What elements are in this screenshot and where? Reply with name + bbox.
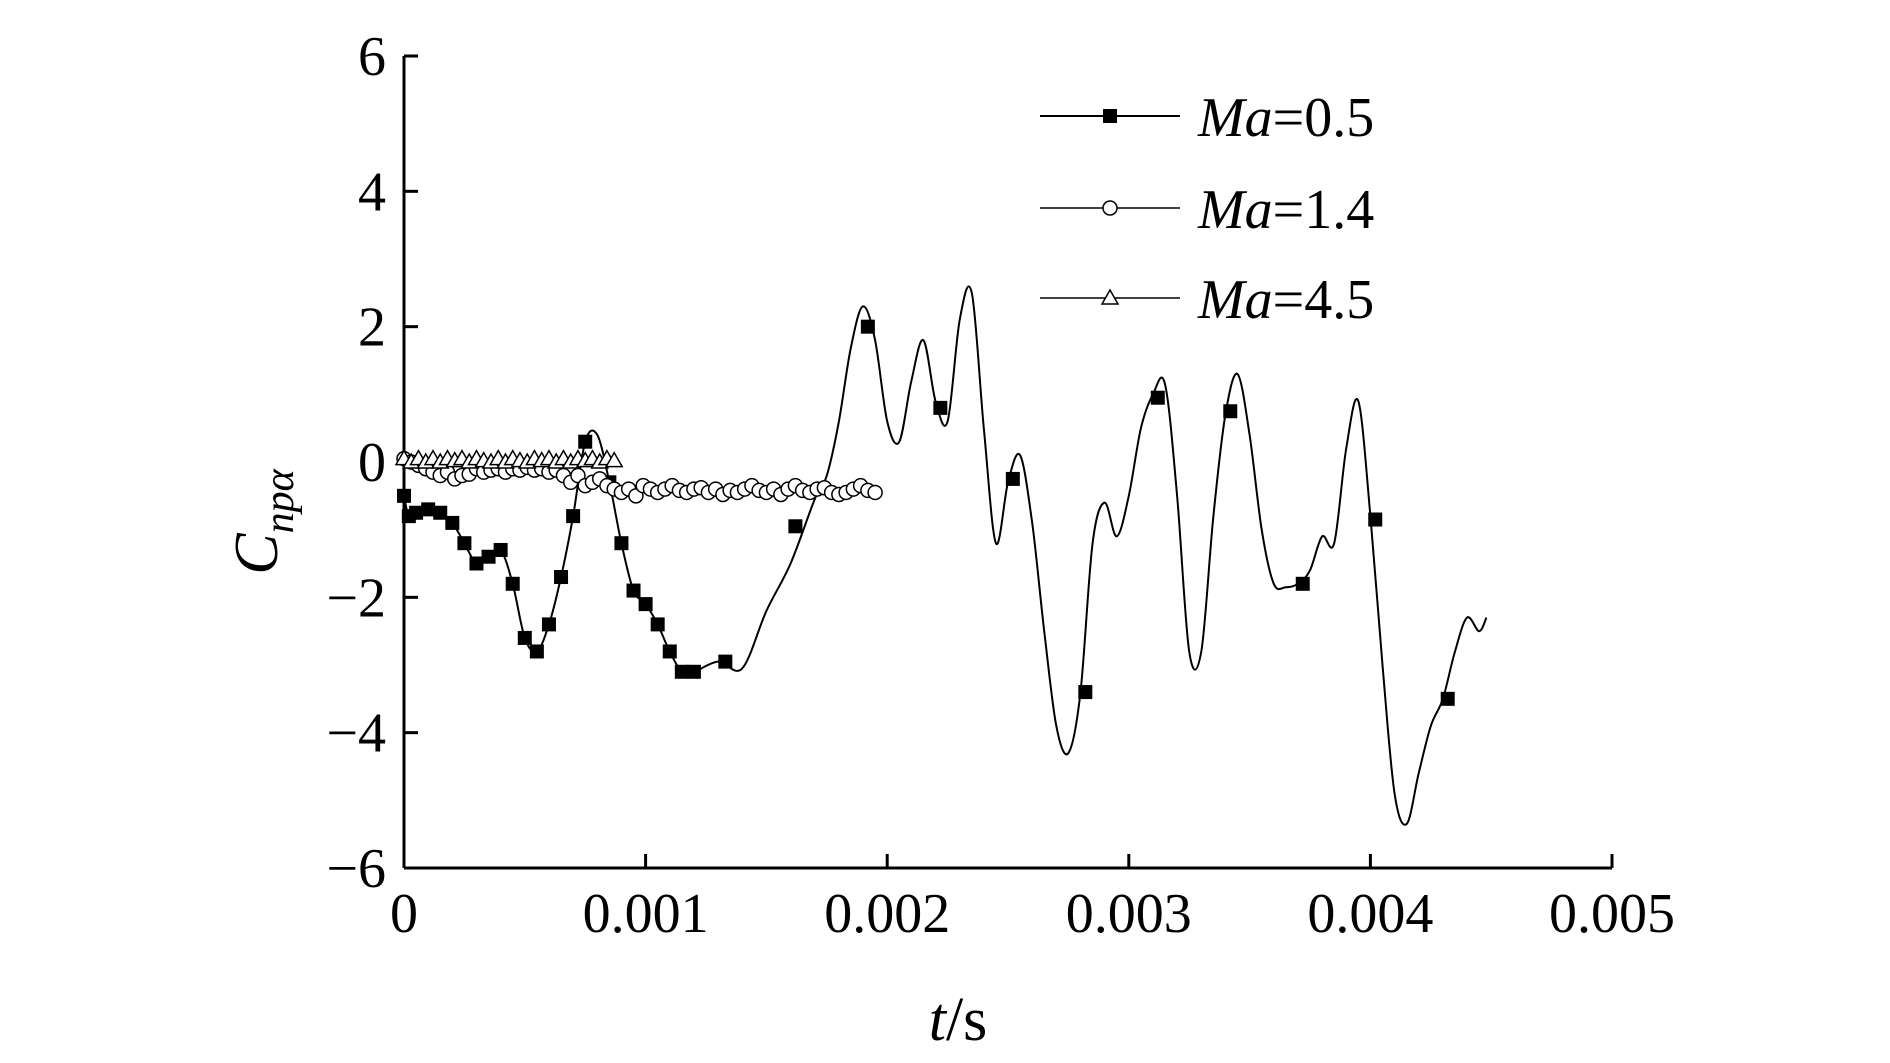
data-point bbox=[566, 509, 581, 524]
data-point bbox=[1440, 691, 1455, 706]
data-point bbox=[1295, 576, 1310, 591]
data-point bbox=[481, 549, 496, 564]
y-axis-label: Cnpα bbox=[223, 468, 303, 574]
data-point bbox=[1005, 471, 1020, 486]
series bbox=[394, 285, 1488, 826]
data-point bbox=[788, 519, 803, 534]
data-point bbox=[860, 319, 875, 334]
data-point bbox=[1150, 390, 1165, 405]
data-point bbox=[493, 542, 508, 557]
x-tick-label: 0.005 bbox=[1549, 883, 1675, 945]
legend-marker bbox=[1100, 288, 1120, 305]
data-point bbox=[638, 597, 653, 612]
data-point bbox=[409, 505, 424, 520]
data-point bbox=[529, 644, 544, 659]
data-point bbox=[686, 664, 701, 679]
data-point bbox=[626, 583, 641, 598]
x-tick-label: 0.004 bbox=[1307, 883, 1433, 945]
data-point bbox=[469, 556, 484, 571]
data-point bbox=[541, 617, 556, 632]
data-point bbox=[1078, 685, 1093, 700]
y-tick-label: −6 bbox=[326, 838, 386, 900]
legend-label: Ma=0.5 bbox=[1197, 87, 1374, 149]
y-tick-label: 2 bbox=[358, 297, 386, 359]
legend-label: Ma=4.5 bbox=[1197, 269, 1374, 331]
data-point bbox=[867, 484, 883, 501]
data-point bbox=[578, 434, 593, 449]
y-tick-label: 4 bbox=[358, 161, 386, 223]
y-tick-label: −2 bbox=[326, 567, 386, 629]
y-tick-label: 6 bbox=[358, 26, 386, 88]
legend-item: Ma=1.4 bbox=[1040, 179, 1374, 241]
data-point bbox=[505, 576, 520, 591]
legend-label-var: Ma bbox=[1197, 87, 1273, 149]
legend-marker bbox=[1103, 109, 1117, 123]
legend-label: Ma=1.4 bbox=[1197, 179, 1374, 241]
ticks: 0 0.001 0.002 0.003 0.004 0.005 −6 −4 −2 0 2 4 6 bbox=[326, 26, 1675, 945]
x-axis-label-var: t bbox=[929, 986, 948, 1054]
data-point bbox=[457, 536, 472, 551]
legend-item: Ma=0.5 bbox=[1040, 87, 1374, 149]
legend-label-value: =4.5 bbox=[1273, 269, 1375, 331]
legend: Ma=0.5Ma=1.4Ma=4.5 bbox=[1040, 87, 1374, 331]
y-axis-label-var: C bbox=[223, 533, 291, 575]
legend-marker bbox=[1102, 200, 1118, 216]
legend-item: Ma=4.5 bbox=[1040, 269, 1374, 331]
series-filled-square bbox=[397, 285, 1488, 826]
data-point bbox=[650, 617, 665, 632]
data-point bbox=[604, 451, 624, 468]
data-point bbox=[554, 570, 569, 585]
y-axis-label-subscript: npα bbox=[257, 468, 303, 533]
y-tick-label: 0 bbox=[358, 432, 386, 494]
data-point bbox=[421, 502, 436, 517]
data-point bbox=[1223, 404, 1238, 419]
x-axis-label-unit: /s bbox=[946, 986, 987, 1054]
legend-label-var: Ma bbox=[1197, 269, 1273, 331]
data-point bbox=[433, 505, 448, 520]
data-point bbox=[674, 664, 689, 679]
data-point bbox=[1368, 512, 1383, 527]
legend-label-var: Ma bbox=[1197, 179, 1273, 241]
legend-label-value: =1.4 bbox=[1273, 179, 1375, 241]
data-point bbox=[517, 630, 532, 645]
data-point bbox=[933, 400, 948, 415]
data-point bbox=[445, 515, 460, 530]
x-tick-label: 0.003 bbox=[1066, 883, 1192, 945]
x-axis-label: t/s bbox=[929, 986, 988, 1054]
x-tick-label: 0 bbox=[390, 883, 418, 945]
data-point bbox=[718, 654, 733, 669]
series-open-triangle bbox=[394, 449, 624, 469]
legend-label-value: =0.5 bbox=[1273, 87, 1375, 149]
x-tick-label: 0.002 bbox=[824, 883, 950, 945]
x-tick-label: 0.001 bbox=[583, 883, 709, 945]
data-point bbox=[662, 644, 677, 659]
data-point bbox=[397, 488, 411, 503]
data-point bbox=[614, 536, 629, 551]
series-line bbox=[403, 285, 1488, 826]
y-tick-label: −4 bbox=[326, 703, 386, 765]
